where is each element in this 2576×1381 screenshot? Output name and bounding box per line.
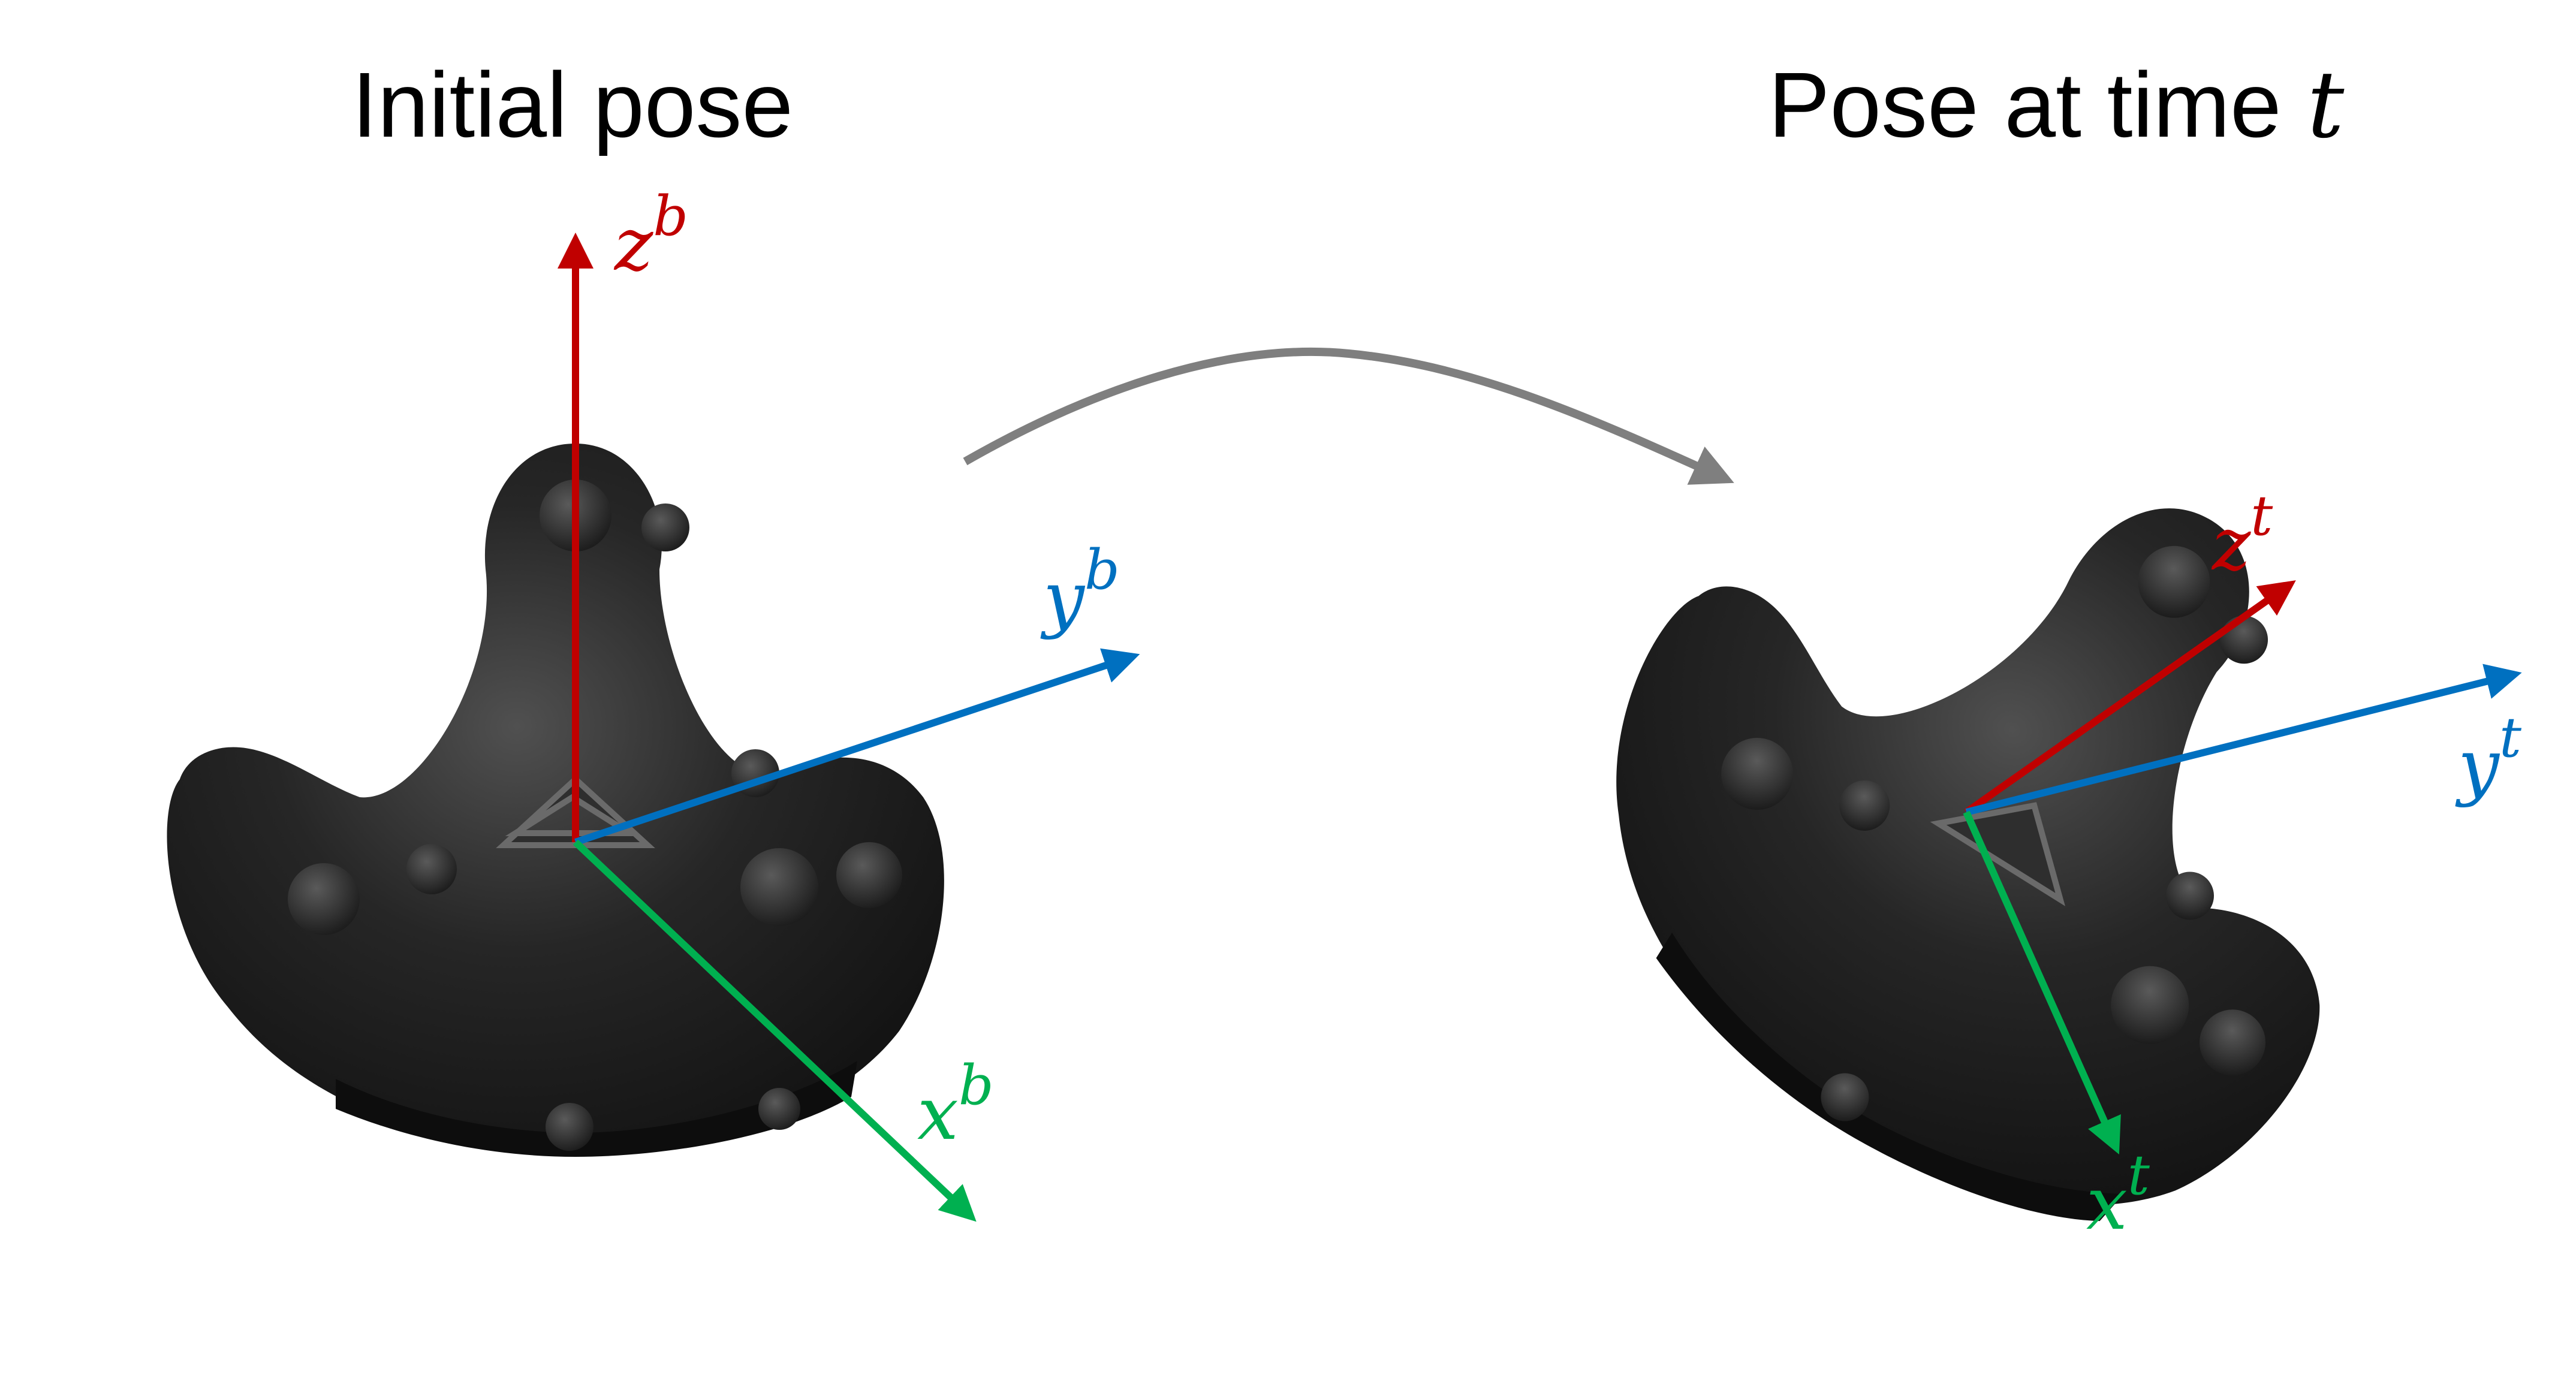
y-axis-initial bbox=[574, 648, 1140, 846]
curved-arrow-icon bbox=[963, 347, 1734, 485]
z-axis-final-label: zt bbox=[2211, 484, 2273, 587]
title-pose-at-time-t: Pose at time t bbox=[1768, 52, 2345, 159]
vr-tracker-icon bbox=[167, 444, 944, 1157]
z-axis-final bbox=[1964, 580, 2296, 815]
x-axis-final bbox=[1963, 810, 2121, 1154]
title-initial-pose: Initial pose bbox=[352, 53, 793, 156]
y-axis-final bbox=[1965, 664, 2522, 816]
y-axis-initial-label: yb bbox=[1040, 538, 1120, 641]
final-frame: zt yt xt bbox=[1963, 484, 2522, 1246]
y-axis-final-label: yt bbox=[2455, 705, 2522, 809]
title-time-variable: t bbox=[2307, 52, 2345, 159]
z-axis-initial-label: zb bbox=[613, 184, 688, 287]
x-axis-final-label: xt bbox=[2086, 1143, 2150, 1246]
vr-tracker-icon bbox=[1616, 508, 2320, 1222]
x-axis-initial bbox=[573, 839, 977, 1222]
title-final-prefix: Pose at time bbox=[1768, 53, 2307, 156]
x-axis-initial-label: xb bbox=[917, 1053, 994, 1156]
initial-frame: zb yb xb bbox=[558, 184, 1140, 1222]
